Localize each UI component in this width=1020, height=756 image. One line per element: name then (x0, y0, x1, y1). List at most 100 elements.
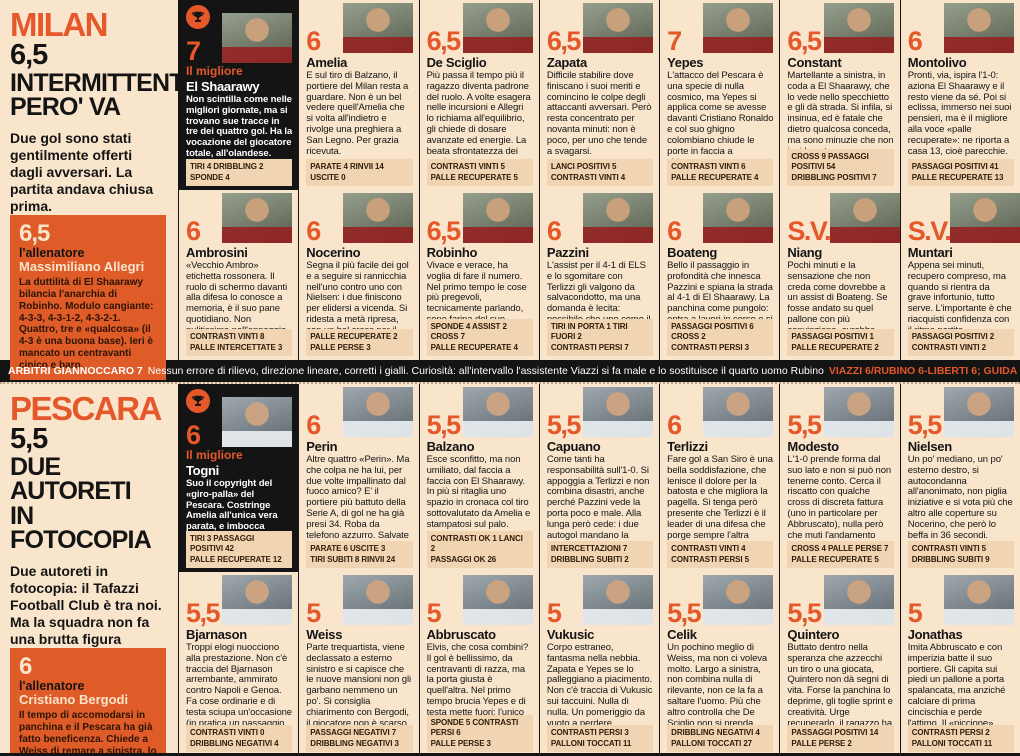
player-rating: 6,5 (546, 25, 582, 56)
player-card: S.V. Niang Pochi minuti e la sensazione … (779, 190, 900, 360)
player-photo (342, 575, 413, 625)
milan-team-name: MILAN (10, 6, 108, 43)
player-stat-line: PASSAGGI OK 26 (430, 554, 497, 564)
player-stats-bar: INTERCETTAZIONI 7 DRIBBLING SUBITI 2 (546, 541, 654, 568)
pescara-header-panel: PESCARA 5,5 DUE AUTORETI IN FOTOCOPIA Du… (0, 384, 178, 756)
player-stats-bar: PASSAGGI POSITIVI 14 PALLE PERSE 2 (787, 725, 894, 752)
player-stat-line: CONTRASTI VINTI 4 (671, 544, 746, 554)
player-photo (222, 13, 293, 63)
player-card: S.V. Muntari Appena sei minuti, recupero… (899, 190, 1020, 360)
pescara-coach-box: 6 l'allenatore Cristiano Bergodi Il temp… (10, 647, 166, 756)
player-stat-line: PALLE RECUPERATE 13 (911, 172, 1004, 182)
player-card: 5,5 Capuano Come tanti ha responsabilità… (538, 384, 660, 572)
player-stats-bar: CONTRASTI VINTI 0 DRIBBLING NEGATIVI 4 (186, 725, 293, 752)
pescara-coach-comment: Il tempo di accomodarsi in panchina e il… (19, 710, 157, 756)
player-comment: Corpo estraneo, fantasma nella nebbia. Z… (546, 643, 653, 726)
player-card: 6 Nocerino Segna il più facile dei gol e… (298, 190, 419, 360)
player-rating: 7 (667, 25, 682, 56)
player-stats-bar: TIRI IN PORTA 1 TIRI FUORI 2 CONTRASTI P… (546, 318, 654, 356)
player-rating: 6 (306, 409, 321, 440)
player-stat-line: CONTRASTI PERSI 7 (550, 342, 629, 352)
player-stats-bar: CONTRASTI PERSI 3 PALLONI TOCCATI 11 (546, 725, 654, 752)
player-name: Modesto (787, 439, 839, 454)
player-comment: Come tanti ha responsabilità sull'1-0. S… (546, 455, 650, 541)
player-comment: Difficile stabilire dove finiscano i suo… (546, 71, 652, 157)
player-comment: Martellante a sinistra, in coda a El Sha… (787, 71, 894, 149)
player-rating: 5,5 (667, 597, 702, 628)
player-stat-line: PALLE PERSE 2 (791, 738, 852, 748)
milan-headline: INTERMITTENTE PERO' VA (10, 68, 200, 122)
player-stats-bar: CONTRASTI VINTI 4 CONTRASTI PERSI 5 (667, 541, 774, 568)
player-photo (583, 3, 654, 53)
player-name: Abbruscato (426, 627, 497, 642)
player-stats-bar: PALLE RECUPERATE 2 PALLE PERSE 3 (306, 329, 413, 356)
player-name: Jonathas (907, 627, 963, 642)
player-stat-line: PASSAGGI POSITIVI 41 (911, 162, 999, 172)
player-stat-line: LANCI POSITIVI 5 (550, 162, 617, 172)
player-photo (703, 3, 774, 53)
player-stat-line: TIRI IN PORTA 1 TIRI FUORI 2 (550, 321, 628, 342)
player-comment: Fare gol a San Siro è una bella soddisfa… (667, 455, 773, 541)
player-rating: 6,5 (787, 25, 822, 56)
player-rating: 6,5 (426, 215, 462, 246)
player-name: Quintero (787, 627, 840, 642)
coach-label: l'allenatore (19, 678, 85, 693)
player-card: 6 Terlizzi Fare gol a San Siro è una bel… (659, 384, 780, 572)
player-stat-line: CONTRASTI OK 1 LANCI 2 (430, 533, 523, 554)
player-stat-line: PALLE PERSE 3 (310, 342, 371, 352)
player-name: Muntari (907, 245, 953, 260)
player-photo (342, 193, 413, 243)
player-comment: Parte trequartista, viene declassato a e… (306, 643, 411, 726)
pescara-coach-rating: 6 (19, 652, 32, 680)
player-card: 6 Boateng Bello il passaggio in profondi… (659, 190, 780, 360)
player-stat-line: CONTRASTI PERSI 5 (671, 554, 750, 564)
player-stats-bar: PARATE 6 USCITE 3 TIRI SUBITI 8 RINVII 2… (306, 541, 413, 568)
player-rating: 5 (907, 597, 923, 628)
player-stat-line: CROSS 9 PASSAGGI POSITIVI 54 (791, 151, 869, 172)
player-name: Vukusic (546, 627, 595, 642)
player-stat-line: PALLONI TOCCATI 11 (550, 738, 632, 748)
player-comment: L'attacco del Pescara è una specie di nu… (667, 71, 774, 159)
player-stat-line: TIRI 3 PASSAGGI POSITIVI 42 (190, 533, 255, 554)
player-rating: 6 (306, 25, 321, 56)
player-stats-bar: LANCI POSITIVI 5 CONTRASTI VINTI 4 (546, 159, 654, 186)
milan-coach-rating: 6,5 (19, 219, 50, 247)
player-photo (462, 575, 533, 625)
player-stat-line: PALLE RECUPERATE 12 (190, 554, 282, 564)
player-stats-bar: CONTRASTI OK 1 LANCI 2 PASSAGGI OK 26 (426, 530, 533, 568)
player-rating: 5,5 (426, 409, 462, 440)
player-name: Togni (186, 463, 219, 478)
player-card: 6 Pazzini L'assist per il 4-1 di ELS e l… (538, 190, 660, 360)
player-stat-line: DRIBBLING SUBITI 2 (550, 554, 629, 564)
player-card: 5 Weiss Parte trequartista, viene declas… (298, 572, 419, 753)
player-name: Boateng (667, 245, 718, 260)
player-comment: Pochi minuti e la sensazione che non cre… (787, 261, 888, 329)
player-stat-line: CONTRASTI VINTI 2 (911, 342, 987, 352)
player-rating: 6,5 (426, 25, 462, 56)
player-stat-line: CONTRASTI VINTI 5 (911, 544, 987, 554)
player-stat-line: PALLE RECUPERATE 2 (310, 332, 398, 342)
assistants-ratings: VIAZZI 6/RUBINO 6-LIBERTI 6; GUIDA 6-BOR… (828, 365, 1020, 377)
player-card: 5 Jonathas Imita Abbruscato e con imperi… (899, 572, 1020, 753)
player-comment: Vivace e verace, ha voglia di fare il nu… (426, 261, 527, 319)
player-stat-line: DRIBBLING SUBITI 9 (911, 554, 990, 564)
player-stats-bar: SPONDE 4 ASSIST 2 CROSS 7 PALLE RECUPERA… (426, 318, 533, 356)
player-rating: 6 (186, 215, 201, 246)
player-stat-line: PARATE 4 RINVII 14 (310, 162, 384, 172)
player-stat-line: CONTRASTI VINTI 5 (430, 162, 505, 172)
player-rating: 5 (426, 597, 442, 628)
player-rating: S.V. (907, 215, 952, 246)
player-rating: 7 (186, 35, 201, 66)
player-rating: 5,5 (546, 409, 582, 440)
player-card: 5,5 Bjarnason Troppi elogi nuocciono all… (178, 572, 299, 753)
player-stats-bar: PASSAGGI POSITIVI 41 PALLE RECUPERATE 13 (907, 159, 1014, 186)
player-card: 5 Abbruscato Elvis, che cosa combini? Il… (418, 572, 539, 753)
player-card: 5,5 Balzano Esce sconfitto, ma non umili… (418, 384, 539, 572)
player-comment: Più passa il tempo più il ragazzo divent… (426, 71, 531, 159)
milan-coach-box: 6,5 l'allenatore Massimiliano Allegri La… (10, 214, 166, 380)
player-stats-bar: CONTRASTI VINTI 5 DRIBBLING SUBITI 9 (907, 541, 1014, 568)
player-rating: 6 (186, 419, 201, 450)
player-comment: Bello il passaggio in profondità che inn… (667, 261, 773, 319)
player-name: Ambrosini (186, 245, 248, 260)
